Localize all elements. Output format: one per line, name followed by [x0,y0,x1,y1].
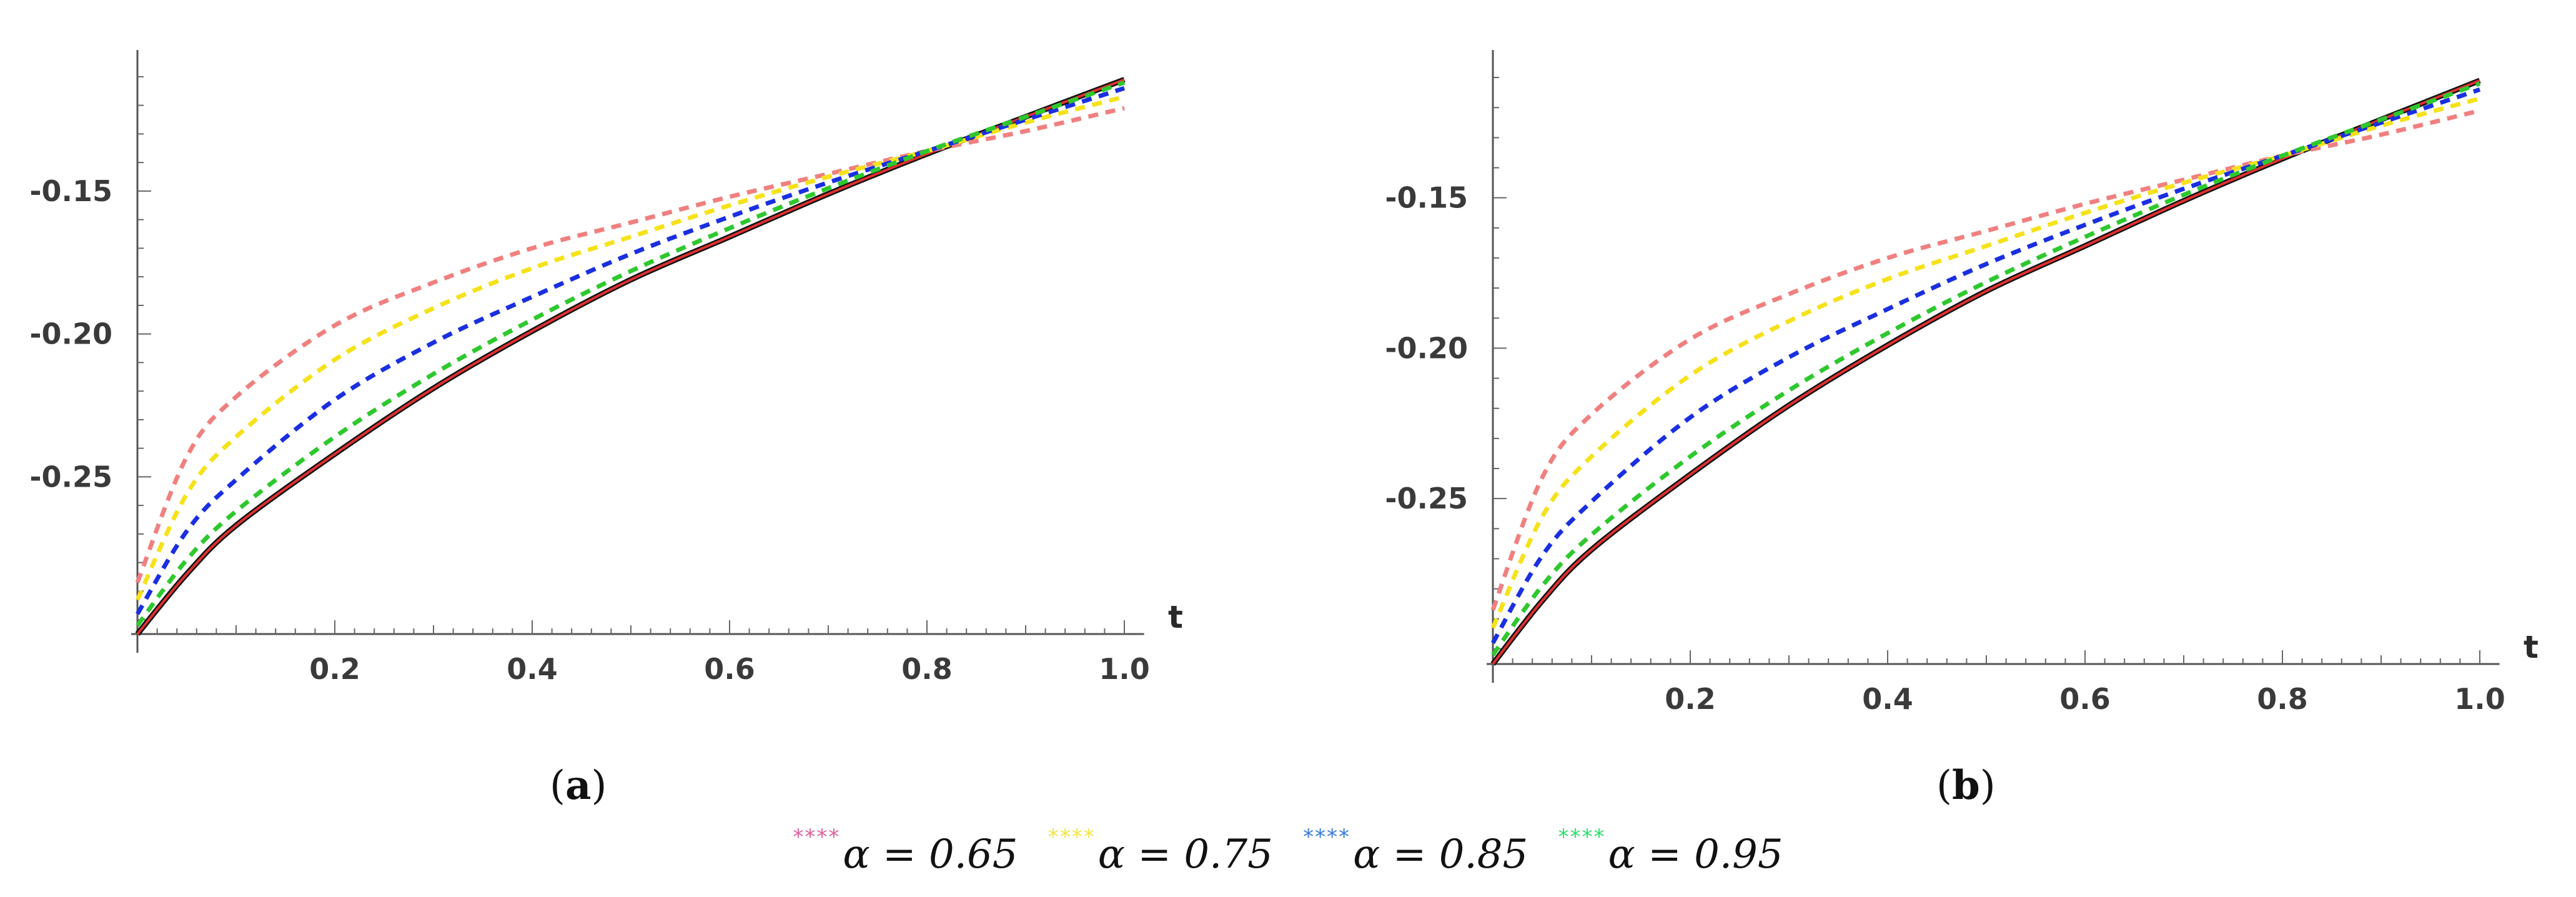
caption-a-letter: a [565,762,592,809]
caption-b: (b) [1936,762,1996,809]
legend-marker: **** [1303,825,1351,850]
series-line-approx-red [136,78,1125,635]
legend-marker: **** [793,825,841,850]
caption-a-close: ) [591,763,607,809]
y-tick-label: -0.20 [1385,331,1468,365]
caption-a: (a) [550,762,607,809]
series-line--0-85 [135,86,1126,615]
x-axis-label: t [1168,599,1183,635]
chart-panel-a: 0.2 0.4 0.6 0.8 1.0 -0.15 -0.20 -0.25 t [29,50,1183,686]
legend-label: α = 0.95 [1608,831,1783,878]
chart-panel-b: 0.2 0.4 0.6 0.8 1.0 -0.15 -0.20 -0.25 t [1385,50,2539,716]
legend-label: α = 0.85 [1353,831,1528,878]
x-tick-label: 0.4 [507,652,558,686]
legend-item-095: ****α = 0.95 [1558,825,1783,878]
series-line--0-75 [135,94,1125,601]
legend-item-065: ****α = 0.65 [793,825,1018,878]
legend: ****α = 0.65 ****α = 0.75 ****α = 0.85 *… [0,825,2576,878]
y-tick-label: -0.20 [29,317,112,351]
series-line--0-65 [135,106,1125,583]
y-tick-label: -0.25 [1385,482,1468,515]
x-tick-label: 0.2 [309,652,360,686]
legend-item-075: ****α = 0.75 [1048,825,1273,878]
y-tick-label: -0.15 [29,174,112,208]
caption-a-open: ( [550,763,565,809]
x-axis-label: t [2524,629,2539,665]
x-tick-label: 0.8 [2257,682,2308,716]
x-tick-label: 1.0 [1099,652,1150,686]
series-line--0-95 [136,80,1126,627]
legend-item-085: ****α = 0.85 [1303,825,1528,878]
caption-b-letter: b [1951,762,1980,809]
series-line-exact [135,77,1126,636]
legend-marker: **** [1558,825,1606,850]
x-tick-label: 0.6 [704,652,755,686]
x-tick-label: 0.6 [2059,682,2111,716]
legend-label: α = 0.75 [1097,831,1273,878]
series-line--0-75 [1490,96,2480,629]
series-line--0-65 [1490,108,2480,611]
series-line--0-95 [1491,81,2481,657]
x-tick-label: 1.0 [2454,682,2505,716]
legend-marker: **** [1048,825,1096,850]
x-tick-label: 0.8 [901,652,953,686]
series-line--0-85 [1490,87,2481,645]
caption-b-close: ) [1979,763,1996,809]
x-tick-label: 0.4 [1862,682,1913,716]
y-tick-label: -0.15 [1385,181,1468,215]
caption-b-open: ( [1936,763,1952,809]
y-tick-label: -0.25 [29,460,112,493]
x-tick-label: 0.2 [1665,682,1716,716]
legend-label: α = 0.65 [843,831,1018,878]
